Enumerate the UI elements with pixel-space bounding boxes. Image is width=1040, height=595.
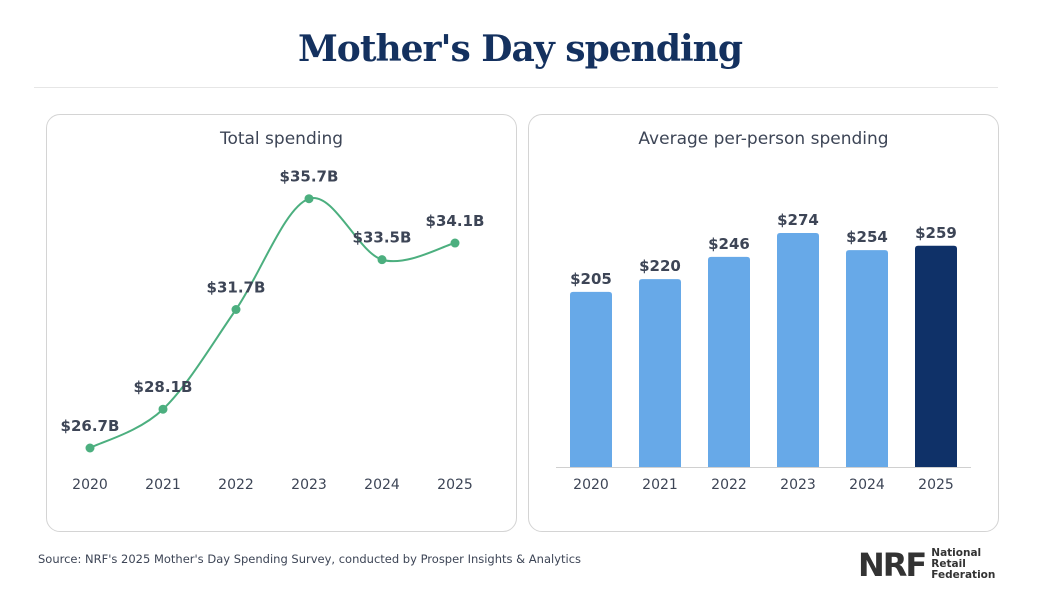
line-x-tick-label: 2022 [218,477,254,493]
page-title: Mother's Day spending [297,28,743,70]
bar-x-tick-label: 2022 [711,477,747,493]
bar-x-tick-label: 2024 [849,477,885,493]
bar-x-tick-label: 2023 [780,477,816,493]
bar-data-label: $259 [915,224,957,242]
source-note: Source: NRF's 2025 Mother's Day Spending… [38,552,582,566]
line-x-tick-label: 2025 [437,477,473,493]
line-point-2024 [377,255,387,265]
bar-x-tick-label: 2020 [573,477,609,493]
bar-2022 [708,256,750,467]
bar-x-tick-label: 2021 [642,477,678,493]
line-x-tick-label: 2024 [364,477,400,493]
line-x-tick-label: 2023 [291,477,327,493]
line-data-label: $31.7B [207,279,266,297]
bar-2023 [777,233,819,467]
bar-2020 [570,291,612,467]
line-point-2021 [158,404,168,414]
logo-text: National Retail Federation [931,548,995,581]
line-x-tick-label: 2020 [72,477,108,493]
total-spending-panel: Total spending [46,114,517,532]
line-data-label: $33.5B [353,229,412,247]
line-data-label: $34.1B [426,212,485,230]
nrf-logo: NRF National Retail Federation [858,548,995,581]
bar-2025 [915,245,957,467]
bar-data-label: $205 [570,270,612,288]
line-x-tick-label: 2021 [145,477,181,493]
bar-x-tick-label: 2025 [918,477,954,493]
title-divider [34,87,998,88]
line-point-2022 [231,305,241,314]
line-data-label: $35.7B [280,168,339,186]
per-person-title: Average per-person spending [638,129,889,149]
bar-2021 [639,279,681,467]
line-data-label: $26.7B [61,417,120,435]
bar-data-label: $274 [777,211,819,229]
logo-line: Retail [931,558,966,570]
total-spending-title: Total spending [219,129,344,149]
bar-2024 [846,250,888,467]
bar-data-label: $246 [708,235,750,253]
logo-mark: NRF [858,545,927,584]
line-point-2020 [85,443,95,453]
line-point-2025 [450,238,460,248]
line-data-label: $28.1B [134,378,193,396]
logo-line: Federation [931,569,996,581]
logo-line: National [931,547,982,559]
line-point-2023 [304,194,314,204]
bar-data-label: $220 [639,257,681,275]
bar-data-label: $254 [846,228,888,246]
